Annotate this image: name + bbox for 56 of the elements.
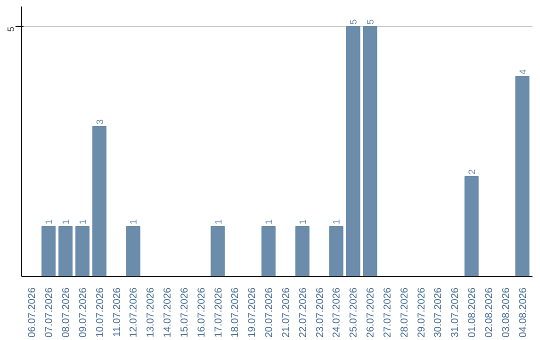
x-tick-label: 17.07.2026 (213, 287, 224, 338)
x-tick-label: 13.07.2026 (146, 287, 157, 338)
x-tick-label: 20.07.2026 (264, 287, 276, 338)
x-tick-label: 10.07.2026 (94, 287, 106, 338)
x-tick-label: 21.07.2026 (280, 287, 292, 338)
bar (515, 76, 530, 276)
data-label: 5 (348, 19, 359, 24)
bar (295, 226, 310, 276)
data-label: 1 (332, 219, 342, 224)
x-tick-label: 14.07.2026 (162, 287, 174, 338)
x-tick-label: 27.07.2026 (382, 287, 394, 338)
bar (210, 226, 225, 276)
bar (261, 226, 276, 276)
x-tick-label: 03.08.2026 (500, 287, 512, 338)
x-tick-label: 19.07.2026 (247, 287, 258, 338)
bar (75, 226, 90, 276)
x-tick-label: 25.07.2026 (348, 287, 360, 338)
bar (92, 126, 106, 276)
bar (346, 26, 360, 276)
x-tick-label: 11.07.2026 (112, 287, 123, 337)
bar (58, 226, 73, 276)
x-tick-label: 22.07.2026 (298, 287, 309, 338)
data-label: 1 (128, 219, 139, 224)
data-label: 1 (264, 219, 274, 224)
data-label: 1 (213, 219, 224, 224)
bar (362, 26, 378, 276)
data-label: 1 (298, 219, 308, 224)
bar (329, 226, 344, 276)
x-tick-label: 23.07.2026 (314, 287, 326, 338)
data-label: 2 (467, 169, 478, 174)
x-tick-label: 06.07.2026 (27, 287, 38, 338)
x-tick-label: 01.08.2026 (467, 287, 478, 338)
bar (126, 226, 140, 276)
data-label: 3 (94, 119, 105, 124)
x-tick-label: 29.07.2026 (416, 287, 428, 338)
data-label: 4 (518, 69, 528, 74)
x-tick-label: 04.08.2026 (518, 287, 529, 338)
data-label: 1 (78, 219, 88, 224)
x-tick-label: 02.08.2026 (484, 287, 496, 338)
x-tick-label: 16.07.2026 (196, 287, 208, 338)
x-tick-label: 26.07.2026 (366, 287, 377, 338)
bar (41, 226, 56, 276)
data-label: 1 (60, 219, 71, 224)
data-label: 5 (366, 19, 376, 24)
bar (464, 176, 479, 276)
x-tick-label: 12.07.2026 (128, 287, 140, 338)
x-tick-label: 18.07.2026 (230, 287, 242, 338)
x-tick-label: 24.07.2026 (332, 287, 343, 338)
x-tick-label: 28.07.2026 (399, 287, 410, 338)
data-label: 1 (44, 219, 54, 224)
x-tick-label: 30.07.2026 (433, 287, 444, 338)
x-tick-label: 31.07.2026 (450, 287, 462, 338)
x-tick-label: 07.07.2026 (44, 287, 56, 338)
x-tick-label: 09.07.2026 (78, 287, 89, 338)
x-tick-label: 15.07.2026 (179, 287, 190, 338)
x-tick-label: 08.07.2026 (60, 287, 72, 338)
